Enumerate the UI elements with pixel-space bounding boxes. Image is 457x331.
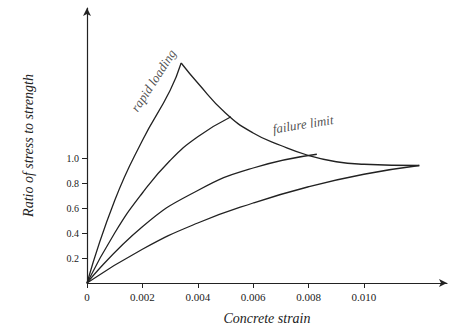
svg-text:Concrete strain: Concrete strain <box>224 311 311 326</box>
svg-text:0.006: 0.006 <box>241 291 266 303</box>
svg-text:rapid loading: rapid loading <box>128 46 180 114</box>
svg-text:0.008: 0.008 <box>296 291 321 303</box>
svg-text:0: 0 <box>84 291 90 303</box>
svg-text:0.2: 0.2 <box>67 253 80 264</box>
svg-text:1.0: 1.0 <box>67 153 80 164</box>
svg-text:0.4: 0.4 <box>67 228 80 239</box>
svg-text:0.004: 0.004 <box>185 291 210 303</box>
svg-text:failure limit: failure limit <box>272 112 335 136</box>
svg-text:0.002: 0.002 <box>130 291 155 303</box>
svg-text:0.010: 0.010 <box>352 291 377 303</box>
svg-text:Ratio of stress to strength: Ratio of stress to strength <box>21 74 36 218</box>
svg-text:0.8: 0.8 <box>67 178 80 189</box>
svg-text:0.6: 0.6 <box>67 203 80 214</box>
